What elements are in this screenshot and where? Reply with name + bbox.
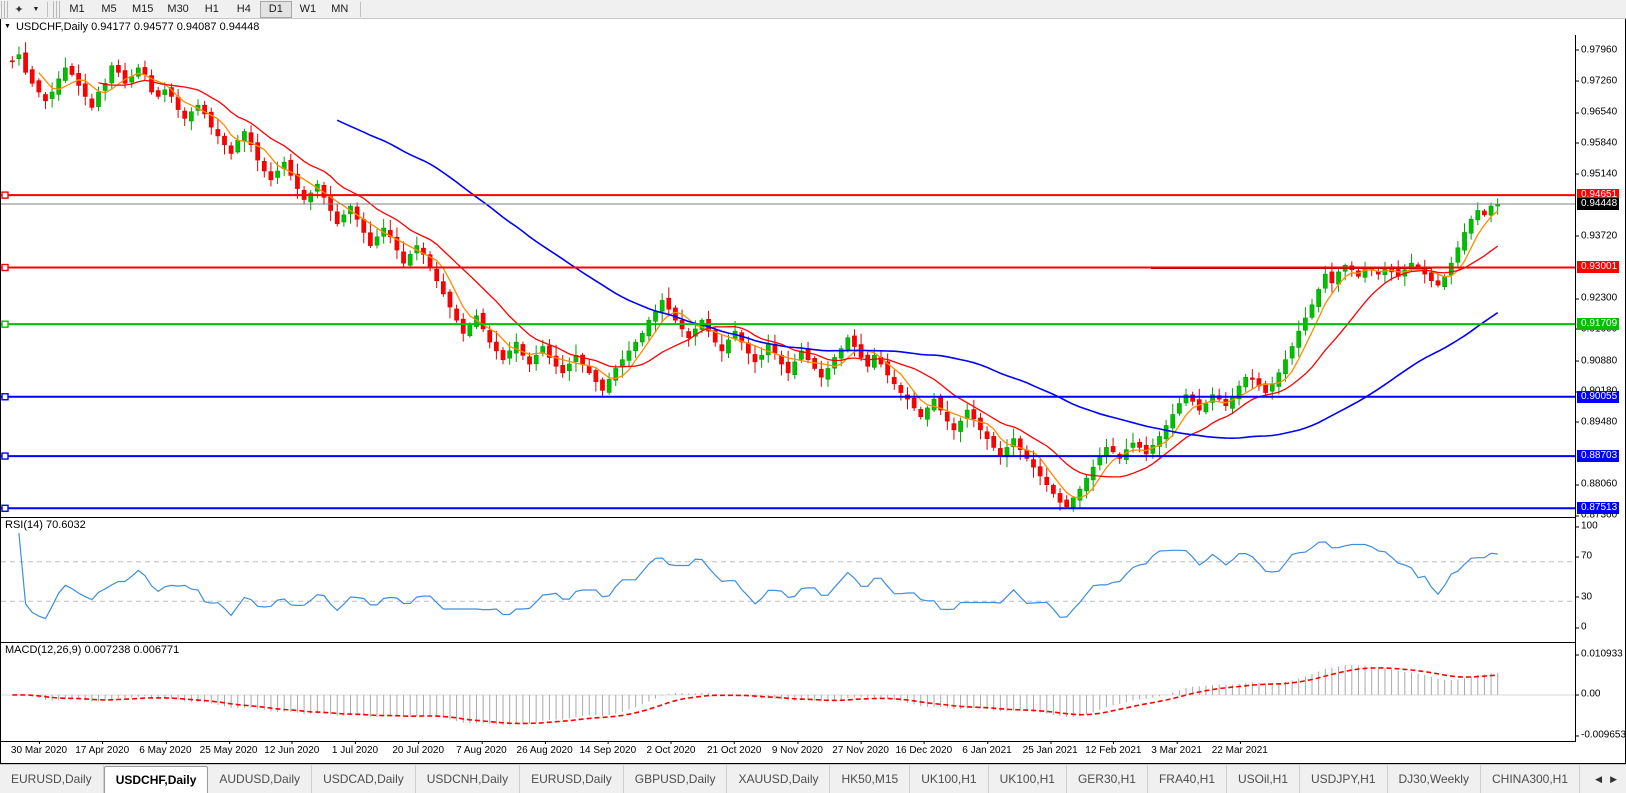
time-tick-4: 12 Jun 2020 <box>264 741 320 756</box>
rsi-pane[interactable]: RSI(14) 70.6032 <box>1 517 1577 641</box>
chart-tab-usoil-h1[interactable]: USOil,H1 <box>1227 765 1301 793</box>
price-tick-8: 0.90880 <box>1576 355 1617 366</box>
timeframe-button-mn[interactable]: MN <box>331 3 349 15</box>
timeframe-button-m5[interactable]: M5 <box>101 3 117 15</box>
toolbar-drag-handle[interactable] <box>1 0 9 18</box>
chart-tab-xauusd-daily[interactable]: XAUUSD,Daily <box>727 765 831 793</box>
toolbar-divider <box>47 1 48 17</box>
price-tick-1: 0.97260 <box>1576 75 1617 86</box>
chart-window: ▼ USDCHF,Daily 0.94177 0.94577 0.94087 0… <box>0 19 1626 764</box>
time-tick-2: 6 May 2020 <box>139 741 192 756</box>
time-axis[interactable]: 30 Mar 2020 17 Apr 2020 6 May 2020 25 May 2… <box>1 741 1577 763</box>
macd-chart-canvas[interactable] <box>1 643 1577 742</box>
price-tick-11: 0.88060 <box>1576 479 1617 490</box>
time-tick-17: 12 Feb 2021 <box>1085 741 1142 756</box>
time-tick-6: 20 Jul 2020 <box>392 741 445 756</box>
price-level-chip-0-91709[interactable]: 0.91709 <box>1577 318 1620 331</box>
toolbar-end-divider <box>359 1 361 17</box>
chart-tab-bar: EURUSD,Daily USDCHF,Daily AUDUSD,Daily USDC… <box>0 764 1626 793</box>
time-tick-12: 9 Nov 2020 <box>771 741 823 756</box>
time-tick-18: 3 Mar 2021 <box>1151 741 1202 756</box>
time-tick-16: 25 Jan 2021 <box>1022 741 1078 756</box>
time-tick-0: 30 Mar 2020 <box>10 741 68 756</box>
price-axis[interactable]: 0.97960 0.97260 0.96540 0.95840 0.95140 0.937… <box>1575 35 1626 742</box>
timeframe-button-h4[interactable]: H4 <box>236 3 251 15</box>
rsi-tick-0: 0 <box>1576 622 1587 633</box>
price-tick-3: 0.95840 <box>1576 137 1617 148</box>
time-tick-15: 6 Jan 2021 <box>962 741 1012 756</box>
chart-title-text: USDCHF,Daily 0.94177 0.94577 0.94087 0.9… <box>15 20 260 33</box>
chart-tab-usdcnh-daily[interactable]: USDCNH,Daily <box>416 765 521 793</box>
time-tick-1: 17 Apr 2020 <box>75 741 130 756</box>
macd-label: MACD(12,26,9) 0.007238 0.006771 <box>5 644 180 656</box>
timeframe-drag-handle[interactable] <box>53 0 61 18</box>
price-level-chip-0-93001[interactable]: 0.93001 <box>1577 261 1620 274</box>
price-level-chip-0-88703[interactable]: 0.88703 <box>1577 450 1620 463</box>
price-tick-0: 0.97960 <box>1576 44 1617 55</box>
time-tick-5: 1 Jul 2020 <box>331 741 379 756</box>
rsi-chart-canvas[interactable] <box>1 518 1577 641</box>
rsi-tick-30: 30 <box>1576 591 1592 602</box>
price-level-chip-0-90055[interactable]: 0.90055 <box>1577 390 1620 403</box>
timeframe-button-h1[interactable]: H1 <box>204 3 219 15</box>
chart-tab-ger30-h1[interactable]: GER30,H1 <box>1067 765 1148 793</box>
toolbar: ✦ ▼ M1 M5 M15 M30 H1 H4 D1 W1 MN <box>0 0 1626 19</box>
time-tick-3: 25 May 2020 <box>199 741 258 756</box>
chart-tab-usdcad-daily[interactable]: USDCAD,Daily <box>312 765 416 793</box>
price-tick-6: 0.92300 <box>1576 293 1617 304</box>
rsi-tick-100: 100 <box>1576 521 1598 532</box>
chart-tab-fra40-h1[interactable]: FRA40,H1 <box>1148 765 1227 793</box>
chart-tab-eurusd-daily[interactable]: EURUSD,Daily <box>520 765 624 793</box>
price-tick-10: 0.89480 <box>1576 416 1617 427</box>
time-tick-14: 16 Dec 2020 <box>895 741 953 756</box>
timeframe-button-d1[interactable]: D1 <box>259 0 292 18</box>
chart-tab-uk100-h1[interactable]: UK100,H1 <box>910 765 989 793</box>
timeframe-button-m30[interactable]: M30 <box>167 3 189 15</box>
chart-tab-usdchf-daily[interactable]: USDCHF,Daily <box>103 766 209 793</box>
tab-scroll-left-icon[interactable]: ◀ <box>1595 773 1603 784</box>
chart-menu-caret-icon[interactable]: ▼ <box>4 23 11 30</box>
chart-tab-hk50-m15[interactable]: HK50,M15 <box>830 765 911 793</box>
time-tick-8: 26 Aug 2020 <box>516 741 573 756</box>
tab-scroll-right-icon[interactable]: ▶ <box>1610 773 1617 784</box>
rsi-label: RSI(14) 70.6032 <box>5 519 86 531</box>
tab-scroll-arrows[interactable]: ◀ ▶ <box>1586 765 1626 793</box>
price-level-chip-0-87513[interactable]: 0.87513 <box>1577 502 1620 515</box>
macd-tick-2: -0.009653 <box>1576 730 1626 741</box>
chart-tab-uk100-h1[interactable]: UK100,H1 <box>989 765 1067 793</box>
timeframe-group: M1 M5 M15 M30 H1 H4 D1 W1 MN <box>61 0 356 18</box>
chevron-down-icon[interactable]: ▼ <box>32 5 40 13</box>
time-tick-7: 7 Aug 2020 <box>456 741 507 756</box>
price-level-chip-0-94448[interactable]: 0.94448 <box>1577 198 1620 210</box>
time-tick-13: 27 Nov 2020 <box>832 741 889 756</box>
chart-tab-audusd-daily[interactable]: AUDUSD,Daily <box>208 765 313 793</box>
time-tick-11: 21 Oct 2020 <box>706 741 762 756</box>
price-tick-2: 0.96540 <box>1576 107 1617 118</box>
time-tick-9: 14 Sep 2020 <box>579 741 637 756</box>
chart-tab-gbpusd-daily[interactable]: GBPUSD,Daily <box>624 765 728 793</box>
chart-tab-eurusd-daily[interactable]: EURUSD,Daily <box>0 765 104 793</box>
timeframe-button-w1[interactable]: W1 <box>299 3 317 15</box>
chart-title-bar: ▼ USDCHF,Daily 0.94177 0.94577 0.94087 0… <box>1 19 1625 34</box>
macd-tick-1: 0.00 <box>1576 689 1600 700</box>
price-tick-5: 0.93720 <box>1576 230 1617 241</box>
macd-pane[interactable]: MACD(12,26,9) 0.007238 0.006771 <box>1 642 1577 742</box>
template-icon[interactable]: ✦ <box>14 3 24 16</box>
chart-tab-usdjpy-h1[interactable]: USDJPY,H1 <box>1300 765 1388 793</box>
chart-tab-dj30-weekly[interactable]: DJ30,Weekly <box>1388 765 1481 793</box>
chart-tabs: EURUSD,Daily USDCHF,Daily AUDUSD,Daily USDC… <box>0 765 1581 793</box>
timeframe-button-m1[interactable]: M1 <box>69 3 85 15</box>
time-tick-19: 22 Mar 2021 <box>1211 741 1268 756</box>
price-chart-canvas[interactable] <box>1 35 1577 515</box>
price-tick-12: 0.87360 <box>1576 510 1617 521</box>
price-tick-4: 0.95140 <box>1576 168 1617 179</box>
macd-tick-0: 0.010933 <box>1576 649 1623 660</box>
chart-tab-china300-h1[interactable]: CHINA300,H1 <box>1481 765 1581 793</box>
rsi-tick-70: 70 <box>1576 551 1592 562</box>
price-pane[interactable] <box>1 35 1577 515</box>
time-tick-10: 2 Oct 2020 <box>646 741 696 756</box>
timeframe-button-m15[interactable]: M15 <box>132 3 154 15</box>
